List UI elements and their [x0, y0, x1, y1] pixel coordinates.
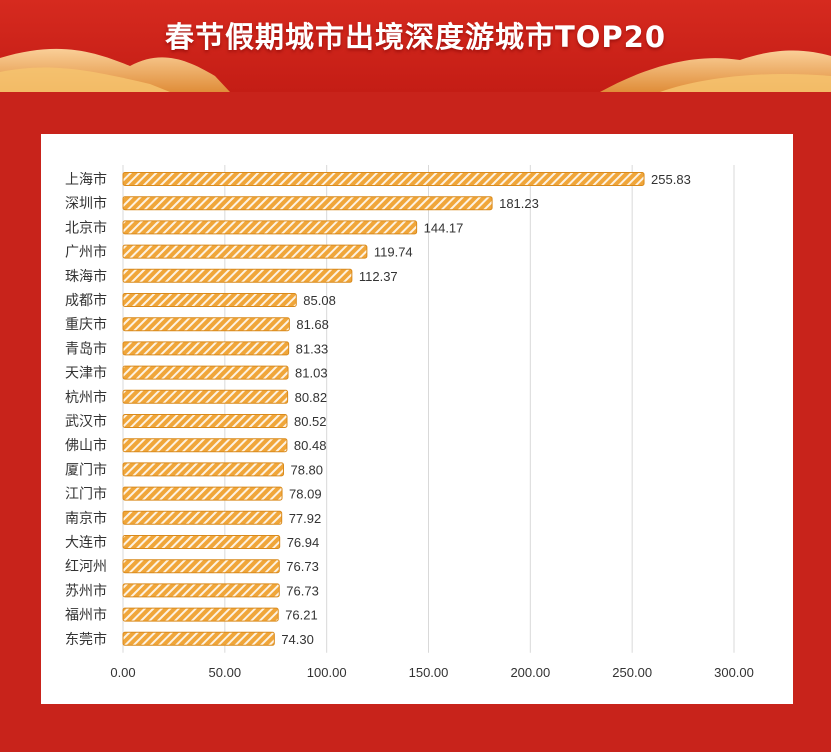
- category-label: 红河州: [65, 559, 107, 575]
- bars: [122, 172, 645, 646]
- bar: [122, 365, 289, 380]
- value-labels: 255.83 181.23 144.17 119.74 112.37 85.08 81.68…: [281, 172, 690, 647]
- category-label: 江门市: [65, 486, 107, 503]
- data-label: 85.08: [303, 293, 336, 308]
- data-label: 76.94: [287, 535, 320, 550]
- data-label: 112.37: [359, 269, 398, 284]
- data-label: 76.73: [286, 583, 319, 598]
- category-labels: 上海市深圳市北京市广州市珠海市成都市重庆市青岛市天津市杭州市武汉市佛山市厦门市江…: [65, 171, 107, 648]
- x-tick-label: 250.00: [612, 665, 652, 680]
- bar: [122, 341, 290, 356]
- data-label: 80.48: [294, 438, 327, 453]
- data-label: 80.82: [295, 390, 328, 405]
- bar: [122, 583, 280, 598]
- data-label: 78.80: [290, 462, 323, 477]
- category-label: 东莞市: [65, 631, 107, 648]
- bar: [122, 607, 279, 622]
- x-tick-label: 150.00: [409, 665, 449, 680]
- banner-decoration: [0, 48, 831, 92]
- data-label: 76.73: [286, 559, 319, 574]
- bar: [122, 414, 288, 428]
- bar: [122, 631, 275, 646]
- category-label: 南京市: [65, 510, 107, 527]
- category-label: 大连市: [65, 534, 107, 551]
- bar: [122, 462, 284, 477]
- data-label: 81.03: [295, 366, 328, 381]
- bar: [122, 438, 288, 453]
- category-label: 珠海市: [65, 268, 107, 285]
- data-label: 119.74: [374, 245, 413, 260]
- data-label: 81.33: [296, 341, 329, 356]
- category-label: 厦门市: [65, 461, 107, 478]
- bar: [122, 559, 280, 574]
- data-label: 80.52: [294, 414, 327, 429]
- data-label: 78.09: [289, 487, 322, 502]
- category-label: 广州市: [65, 244, 107, 261]
- bar: [122, 317, 290, 332]
- x-tick-label: 50.00: [209, 665, 242, 680]
- data-label: 181.23: [499, 196, 539, 211]
- gridlines: [122, 165, 735, 653]
- bar: [122, 293, 297, 307]
- bar: [122, 268, 353, 283]
- bar-chart: 上海市深圳市北京市广州市珠海市成都市重庆市青岛市天津市杭州市武汉市佛山市厦门市江…: [65, 165, 754, 680]
- bar: [122, 535, 281, 549]
- category-label: 苏州市: [65, 582, 107, 599]
- x-axis-tick-labels: 0.00 50.00 100.00 150.00 200.00 250.00 300.00: [110, 665, 754, 680]
- bar: [122, 389, 289, 404]
- category-label: 青岛市: [65, 340, 107, 357]
- x-tick-label: 0.00: [110, 665, 135, 680]
- category-label: 深圳市: [65, 195, 107, 212]
- data-label: 76.21: [285, 608, 318, 623]
- category-label: 重庆市: [65, 316, 107, 333]
- category-label: 天津市: [65, 365, 107, 382]
- x-tick-label: 100.00: [307, 665, 347, 680]
- bar: [122, 510, 283, 525]
- data-label: 81.68: [296, 317, 329, 332]
- category-label: 杭州市: [65, 389, 107, 406]
- x-tick-label: 300.00: [714, 665, 754, 680]
- page-title: 春节假期城市出境深度游城市TOP20: [164, 20, 667, 54]
- category-label: 福州市: [65, 607, 107, 624]
- x-tick-label: 200.00: [510, 665, 550, 680]
- data-label: 144.17: [424, 220, 464, 235]
- category-label: 佛山市: [65, 437, 107, 454]
- category-label: 成都市: [65, 292, 107, 309]
- bar: [122, 172, 645, 186]
- bar: [122, 486, 283, 501]
- category-label: 上海市: [65, 171, 107, 188]
- chart-panel: 上海市深圳市北京市广州市珠海市成都市重庆市青岛市天津市杭州市武汉市佛山市厦门市江…: [41, 134, 793, 704]
- bar: [122, 196, 493, 211]
- bar: [122, 244, 368, 259]
- header-banner: 春节假期城市出境深度游城市TOP20: [0, 0, 831, 92]
- bar: [122, 220, 418, 235]
- data-label: 255.83: [651, 172, 691, 187]
- category-label: 武汉市: [65, 413, 107, 430]
- data-label: 77.92: [289, 511, 322, 526]
- data-label: 74.30: [281, 632, 314, 647]
- category-label: 北京市: [65, 219, 107, 236]
